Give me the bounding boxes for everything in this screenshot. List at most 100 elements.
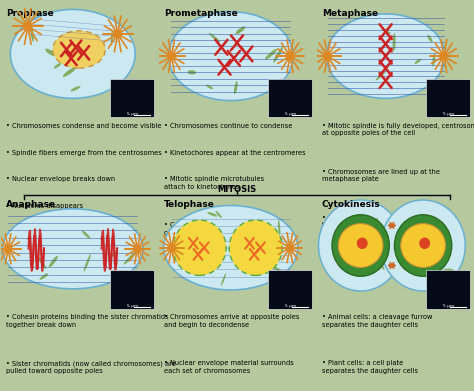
Ellipse shape [381,29,391,34]
Ellipse shape [80,32,84,46]
FancyBboxPatch shape [268,79,312,117]
Ellipse shape [326,14,445,99]
Ellipse shape [30,25,34,42]
Text: • Each sister chromatid is attached
to a spindle fiber originating from
opposite: • Each sister chromatid is attached to a… [322,215,440,236]
Ellipse shape [394,240,398,249]
Text: • Chromosomes continue to condense: • Chromosomes continue to condense [164,123,292,129]
FancyBboxPatch shape [110,270,154,308]
Ellipse shape [124,251,137,264]
Ellipse shape [168,244,175,251]
Ellipse shape [392,33,396,51]
Text: 5 μm: 5 μm [127,112,137,116]
Ellipse shape [54,63,61,68]
Text: • Mitotic spindle microtubules
attach to kinetochores: • Mitotic spindle microtubules attach to… [164,176,264,190]
Ellipse shape [108,250,118,260]
Text: • Nucleolus disappears: • Nucleolus disappears [6,203,83,209]
Ellipse shape [82,230,90,239]
Text: Prometaphase: Prometaphase [164,9,237,18]
Text: • Mitotic spindle is fully developed, centrosomes are
at opposite poles of the c: • Mitotic spindle is fully developed, ce… [322,123,474,136]
Ellipse shape [265,49,277,59]
Text: Prophase: Prophase [6,9,54,18]
Text: • Sister chromatids (now called chromosomes) are
pulled toward opposite poles: • Sister chromatids (now called chromoso… [6,360,175,374]
Text: • Chromosomes arrive at opposite poles
and begin to decondense: • Chromosomes arrive at opposite poles a… [164,314,299,328]
Ellipse shape [46,49,56,56]
Ellipse shape [413,216,419,219]
Ellipse shape [273,47,283,63]
Text: • Centrosomes move toward
opposite poles: • Centrosomes move toward opposite poles [164,222,260,236]
Ellipse shape [276,235,283,240]
FancyBboxPatch shape [268,270,312,308]
Ellipse shape [2,209,143,289]
Ellipse shape [364,262,374,265]
Ellipse shape [180,253,186,266]
Ellipse shape [319,200,403,291]
Ellipse shape [427,35,433,42]
Ellipse shape [38,257,46,269]
Ellipse shape [332,215,389,276]
Text: Anaphase: Anaphase [6,200,56,209]
Text: • Nuclear envelope material surrounds
each set of chromosomes: • Nuclear envelope material surrounds ea… [164,360,293,374]
Ellipse shape [63,67,76,77]
Ellipse shape [206,85,213,89]
Ellipse shape [39,273,48,280]
Ellipse shape [446,234,451,246]
Ellipse shape [23,22,33,31]
Ellipse shape [134,245,141,253]
Ellipse shape [4,245,12,253]
FancyBboxPatch shape [110,79,154,117]
Ellipse shape [71,86,81,91]
Ellipse shape [53,31,105,68]
Ellipse shape [410,253,418,264]
FancyBboxPatch shape [426,270,470,308]
Ellipse shape [188,70,196,75]
Ellipse shape [209,33,220,42]
Ellipse shape [355,257,359,267]
Ellipse shape [432,53,435,66]
Ellipse shape [221,273,226,286]
FancyBboxPatch shape [426,79,470,117]
Text: • Kinetochores appear at the centromeres: • Kinetochores appear at the centromeres [164,149,305,156]
Ellipse shape [278,220,281,235]
Ellipse shape [167,52,176,60]
Ellipse shape [419,238,430,249]
Text: Cytokinesis: Cytokinesis [322,200,380,209]
Ellipse shape [49,256,58,267]
Ellipse shape [84,254,91,272]
Ellipse shape [401,224,446,267]
Text: • Plant cells: a cell plate
separates the daughter cells: • Plant cells: a cell plate separates th… [322,360,418,374]
Ellipse shape [173,220,226,275]
Text: 5 μm: 5 μm [443,303,454,308]
Text: Metaphase: Metaphase [322,9,378,18]
Ellipse shape [439,52,448,60]
Text: 5 μm: 5 μm [443,112,454,116]
Text: • Chromosomes are lined up at the
metaphase plate: • Chromosomes are lined up at the metaph… [322,169,439,182]
Ellipse shape [444,269,454,272]
Ellipse shape [286,52,294,60]
Text: • Spindle fibers emerge from the centrosomes: • Spindle fibers emerge from the centros… [6,149,161,156]
Ellipse shape [286,244,294,251]
Ellipse shape [111,30,113,45]
Ellipse shape [10,9,135,99]
Ellipse shape [229,220,283,275]
Text: Telophase: Telophase [164,200,215,209]
Ellipse shape [236,26,246,34]
Ellipse shape [375,218,378,230]
Text: 5 μm: 5 μm [284,303,296,308]
Ellipse shape [164,206,298,290]
Ellipse shape [381,264,384,270]
Ellipse shape [375,72,385,81]
Ellipse shape [234,81,237,94]
Ellipse shape [394,215,452,276]
Text: 5 μm: 5 μm [127,303,137,308]
Ellipse shape [272,266,283,273]
Text: MITOSIS: MITOSIS [218,185,256,194]
Ellipse shape [381,200,465,291]
Text: • Animal cells: a cleavage furrow
separates the daughter cells: • Animal cells: a cleavage furrow separa… [322,314,432,328]
Text: • Nuclear envelope breaks down: • Nuclear envelope breaks down [6,176,115,182]
Text: 5 μm: 5 μm [284,112,296,116]
Ellipse shape [401,233,412,236]
Ellipse shape [207,212,218,217]
Ellipse shape [192,225,196,235]
Ellipse shape [357,238,368,249]
Ellipse shape [216,211,222,218]
